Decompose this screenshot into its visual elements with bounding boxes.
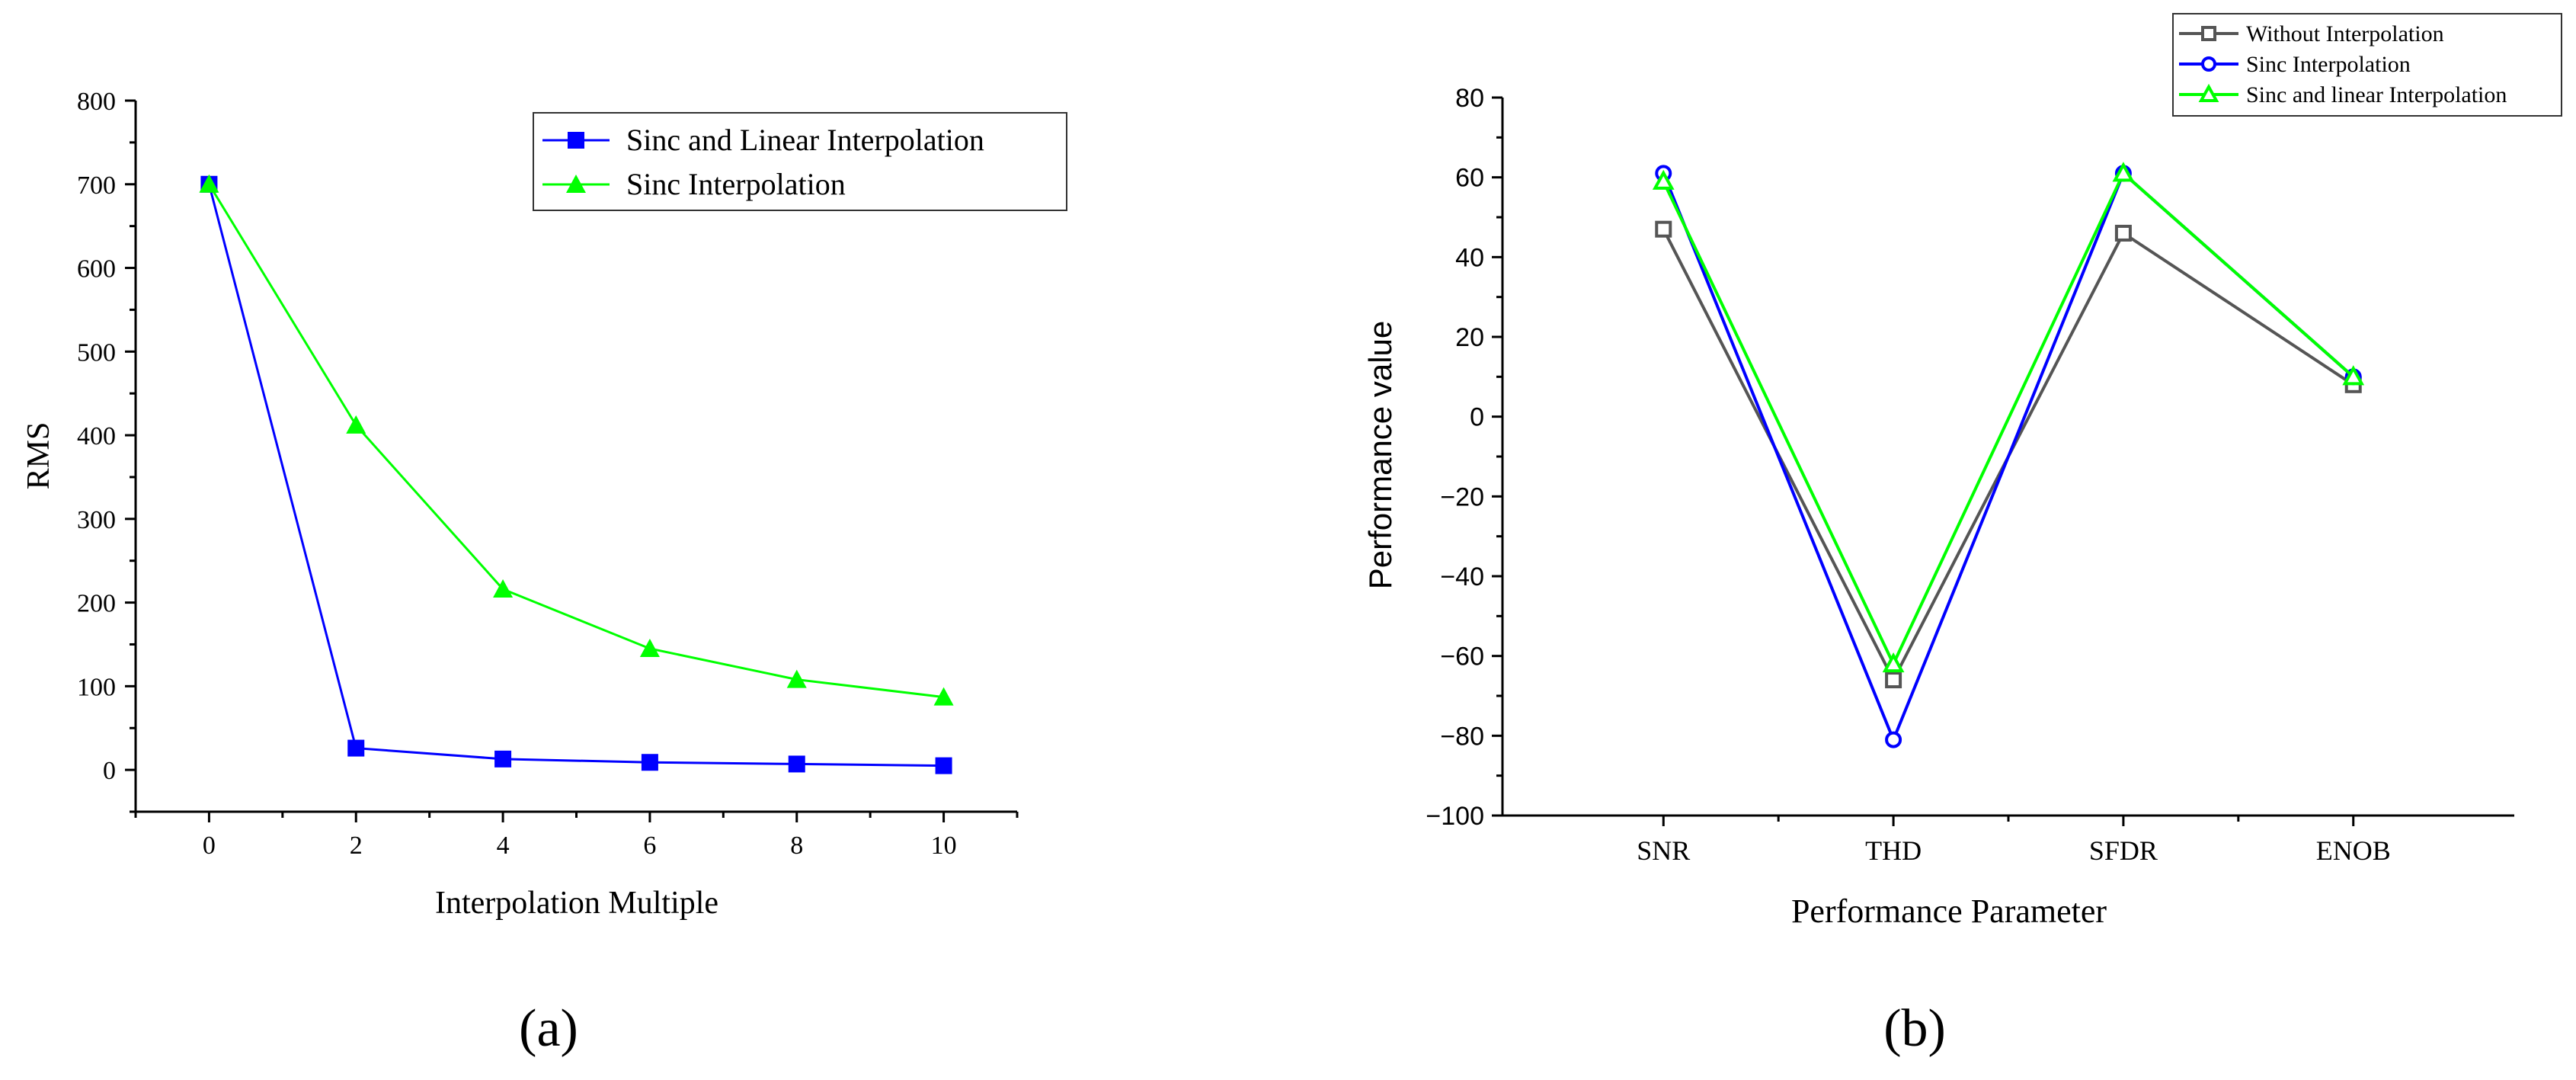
x-axis-label-b: Performance Parameter	[1791, 893, 2107, 930]
legend-label-b: Sinc and linear Interpolation	[2246, 82, 2507, 107]
data-point-a-1	[347, 739, 365, 757]
panel-label-a: (a)	[519, 999, 578, 1058]
data-point-b-3	[2112, 162, 2135, 182]
y-tick-label-b: −20	[1440, 482, 1484, 511]
data-point-a-2	[786, 669, 807, 688]
y-tick-label-b: 40	[1455, 243, 1484, 272]
legend-marker-a	[566, 175, 586, 193]
legend-a	[533, 112, 1067, 211]
y-tick-label-b: −80	[1440, 722, 1484, 751]
x-tick-label-b: ENOB	[2316, 835, 2391, 866]
legend-label-a: Sinc Interpolation	[626, 167, 846, 201]
x-tick-label-a: 0	[203, 832, 216, 860]
x-tick-label-a: 6	[643, 832, 656, 860]
x-tick-label-a: 10	[931, 832, 957, 860]
y-tick-label-b: −40	[1440, 562, 1484, 591]
data-point-a-2	[639, 638, 660, 657]
y-tick-label-a: 800	[77, 88, 116, 116]
legend-label-b: Without Interpolation	[2246, 21, 2444, 46]
x-tick-label-a: 8	[790, 832, 803, 860]
x-tick-label-a: 2	[350, 832, 363, 860]
x-tick-label-b: THD	[1865, 835, 1922, 866]
y-tick-label-b: 80	[1455, 84, 1484, 113]
chart-a: 0 100 200 300 400 500 600 700 800 0 2 4 6 8 10 Interpol…	[21, 88, 1067, 1058]
data-point-a-2	[493, 579, 514, 598]
legend-marker-a	[568, 132, 584, 149]
y-tick-label-b: −60	[1440, 643, 1484, 671]
data-point-a-1	[935, 757, 952, 774]
data-point-a-1	[788, 755, 805, 773]
y-axis-label-b: Performance value	[1362, 321, 1398, 590]
series-line-b-3	[1662, 171, 2355, 668]
legend-label-b: Sinc Interpolation	[2246, 52, 2411, 77]
legend-label-a: Sinc and Linear Interpolation	[626, 123, 984, 157]
legend-marker-b	[2201, 56, 2216, 72]
y-tick-label-a: 200	[77, 590, 116, 618]
data-point-b-1	[1885, 671, 1902, 689]
legend-marker-b	[2201, 26, 2216, 41]
data-point-a-2	[199, 174, 219, 193]
y-tick-label-b: 20	[1455, 323, 1484, 352]
data-point-b-3	[1652, 169, 1675, 190]
y-tick-label-b: 0	[1470, 403, 1484, 432]
data-point-b-2	[1885, 731, 1902, 748]
data-point-b-1	[2114, 224, 2132, 242]
x-axis-label-a: Interpolation Multiple	[435, 886, 718, 921]
y-tick-label-a: 100	[77, 673, 116, 701]
x-tick-label-b: SFDR	[2089, 835, 2158, 866]
y-tick-label-a: 600	[77, 255, 116, 284]
y-tick-label-a: 700	[77, 171, 116, 200]
series-line-a-2	[208, 183, 944, 699]
y-tick-label-a: 500	[77, 338, 116, 367]
data-point-a-2	[346, 415, 366, 434]
data-point-b-3	[1882, 652, 1905, 673]
y-tick-label-b: −100	[1426, 802, 1484, 831]
x-tick-label-b: SNR	[1637, 835, 1690, 866]
panel-label-b: (b)	[1883, 999, 1946, 1058]
series-line-b-2	[1662, 171, 2355, 744]
data-point-a-2	[933, 687, 954, 706]
chart-b: −100 −80 −60 −40 −20 0 20 40 60 80 SNR THD SFDR ENOB P…	[1362, 13, 2562, 1058]
data-point-a-1	[494, 750, 512, 768]
data-point-a-1	[641, 754, 658, 771]
y-tick-label-b: 60	[1455, 164, 1484, 193]
y-tick-label-a: 400	[77, 422, 116, 450]
y-axis-label-a: RMS	[21, 422, 56, 490]
data-point-b-1	[1655, 220, 1672, 238]
y-tick-label-a: 0	[103, 757, 116, 785]
data-point-b-3	[2342, 365, 2365, 386]
y-tick-label-a: 300	[77, 506, 116, 534]
legend-marker-b	[2198, 83, 2219, 102]
x-tick-label-a: 4	[497, 832, 510, 860]
series-line-a-1	[207, 184, 944, 768]
